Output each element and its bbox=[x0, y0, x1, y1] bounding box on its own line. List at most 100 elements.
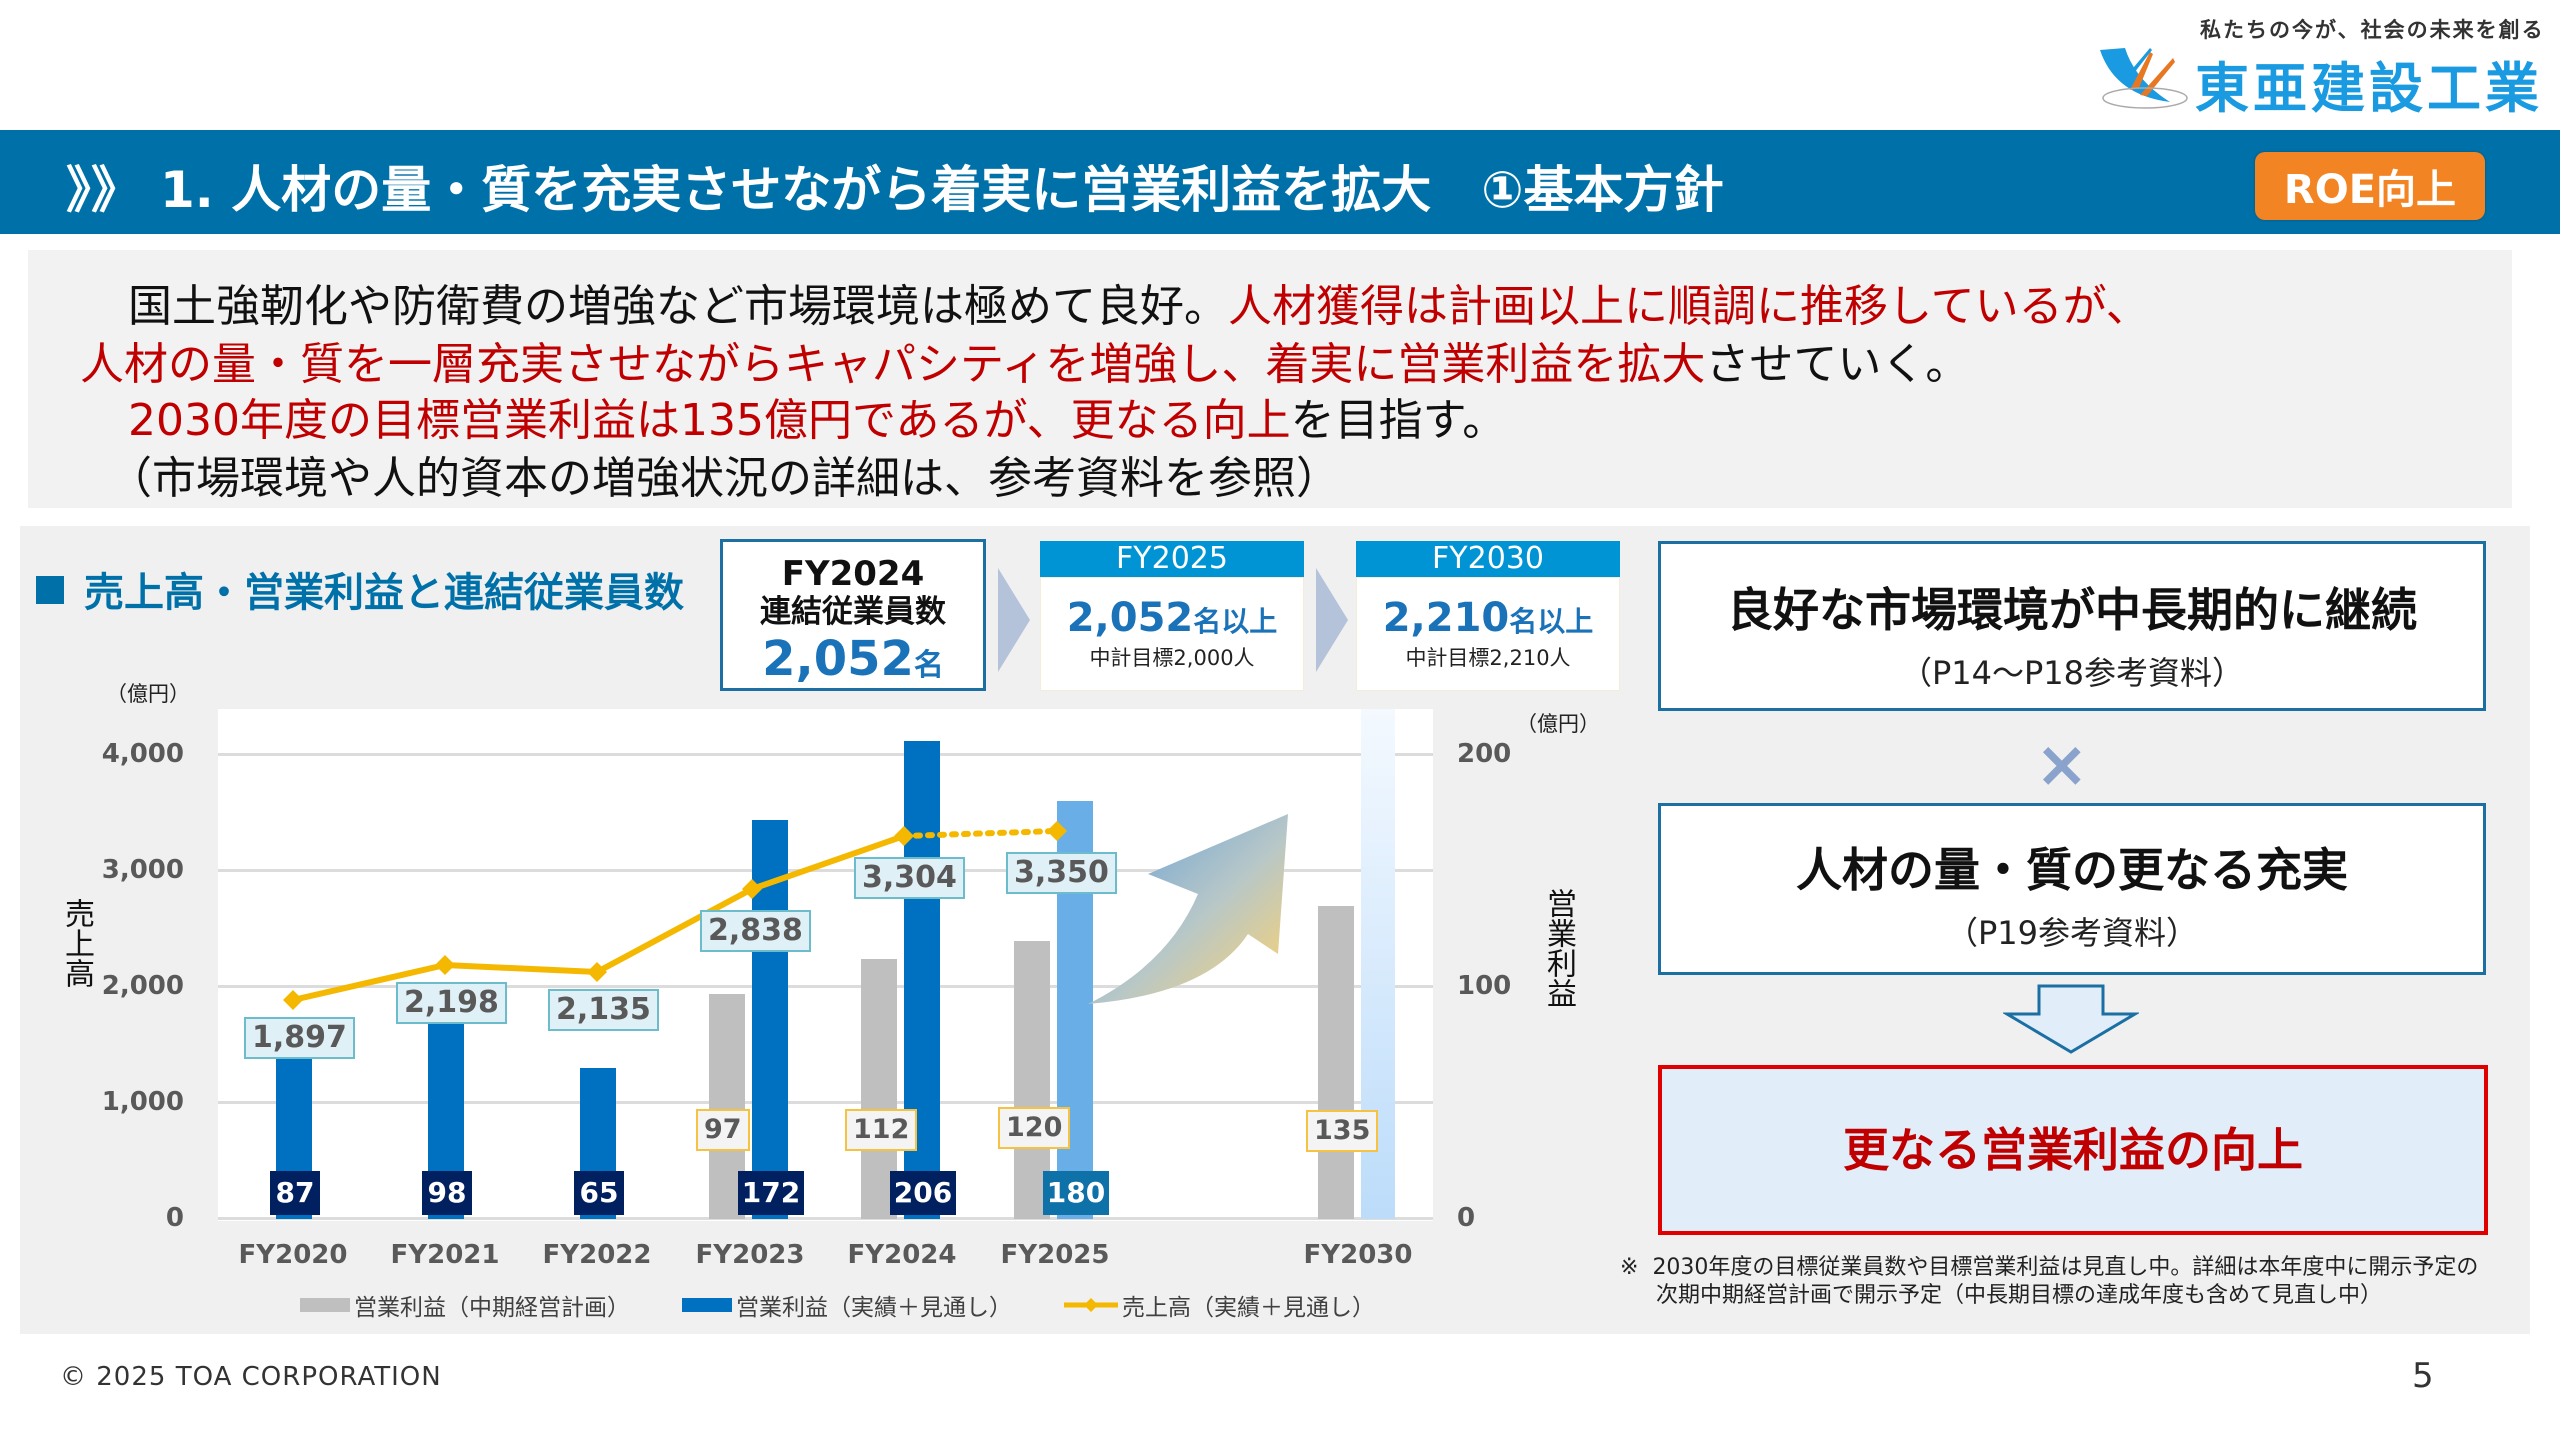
y-tick-right: 0 bbox=[1457, 1203, 1476, 1233]
result-box: 更なる営業利益の向上 bbox=[1658, 1065, 2488, 1235]
footnote-line-1: ※ 2030年度の目標従業員数や目標営業利益は見直し中。詳細は本年度中に開示予定… bbox=[1620, 1254, 2478, 1282]
sales-label-fy2021: 2,198 bbox=[396, 982, 507, 1024]
box-sub: （P19参考資料） bbox=[1945, 914, 2199, 952]
legend-swatch bbox=[300, 1298, 350, 1312]
arrow-right-icon bbox=[998, 568, 1030, 672]
y-tick-right: 100 bbox=[1457, 971, 1512, 1001]
y-tick: 3,000 bbox=[101, 855, 184, 885]
y-tick: 0 bbox=[165, 1203, 184, 1233]
target-year: FY2025 bbox=[1040, 541, 1304, 577]
value: 2,210 bbox=[1382, 595, 1510, 641]
sales-label-fy2022: 2,135 bbox=[548, 989, 659, 1031]
page-title: 1. 人材の量・質を充実させながら着実に営業利益を拡大 ①基本方針 bbox=[160, 161, 1724, 219]
box-sub: （P14～P18参考資料） bbox=[1899, 654, 2245, 692]
title-bar: 》》 1. 人材の量・質を充実させながら着実に営業利益を拡大 ①基本方針 ROE… bbox=[0, 130, 2560, 234]
sales-label-fy2023: 2,838 bbox=[700, 910, 811, 952]
employee-target-fy2025: FY2025 2,052名以上 中計目標2,000人 bbox=[1040, 541, 1304, 691]
x-category: FY2023 bbox=[695, 1240, 805, 1270]
gridline bbox=[218, 985, 1433, 988]
chart-legend: 営業利益（中期経営計画） 営業利益（実績＋見通し） 売上高（実績＋見通し） bbox=[300, 1288, 1427, 1322]
profit-label-fy2021: 98 bbox=[422, 1171, 472, 1215]
employee-target-fy2030: FY2030 2,210名以上 中計目標2,210人 bbox=[1356, 541, 1620, 691]
intro-highlight: 人材の量・質を一層充実させながらキャパシティを増強し、着実に営業利益を拡大 bbox=[80, 339, 1706, 390]
plan-label-fy2025: 120 bbox=[998, 1107, 1071, 1149]
profit-label-fy2025: 180 bbox=[1043, 1171, 1109, 1215]
unit: 名以上 bbox=[1193, 605, 1278, 638]
x-category: FY2025 bbox=[1000, 1240, 1110, 1270]
footnote-line-2: 次期中期経営計画で開示予定（中長期目標の達成年度も含めて見直し中） bbox=[1656, 1283, 2383, 1308]
target-sub: 中計目標2,210人 bbox=[1405, 646, 1571, 670]
intro-text: 国土強靭化や防衛費の増強など市場環境は極めて良好。 bbox=[128, 281, 1228, 332]
footnote: ※ 2030年度の目標従業員数や目標営業利益は見直し中。詳細は本年度中に開示予定… bbox=[1620, 1254, 2478, 1310]
arrow-down-icon bbox=[2003, 984, 2139, 1054]
market-environment-box: 良好な市場環境が中長期的に継続 （P14～P18参考資料） bbox=[1658, 541, 2486, 711]
left-axis-label: 売上高 bbox=[59, 898, 94, 988]
legend-label: 営業利益（中期経営計画） bbox=[354, 1295, 630, 1321]
value: 2,052 bbox=[1066, 595, 1194, 641]
profit-label-fy2023: 172 bbox=[738, 1171, 804, 1215]
gridline bbox=[218, 869, 1433, 872]
current-year: FY2024 bbox=[781, 554, 925, 594]
profit-label-fy2024: 206 bbox=[890, 1171, 956, 1215]
intro-line-4: （市場環境や人的資本の増強状況の詳細は、参考資料を参照） bbox=[108, 453, 1340, 504]
y-tick: 1,000 bbox=[101, 1087, 184, 1117]
y-tick: 4,000 bbox=[101, 739, 184, 769]
target-value: 2,052名以上 bbox=[1041, 578, 1303, 644]
copyright: © 2025 TOA CORPORATION bbox=[60, 1362, 442, 1392]
gridline bbox=[218, 1101, 1433, 1104]
legend-label: 営業利益（実績＋見通し） bbox=[736, 1295, 1012, 1321]
page-number: 5 bbox=[2412, 1356, 2434, 1396]
x-category: FY2021 bbox=[390, 1240, 500, 1270]
profit-label-fy2022: 65 bbox=[574, 1171, 624, 1215]
x-category: FY2020 bbox=[238, 1240, 348, 1270]
intro-text-box: 国土強靭化や防衛費の増強など市場環境は極めて良好。人材獲得は計画以上に順調に推移… bbox=[28, 250, 2512, 508]
employee-count-current: FY2024 連結従業員数 2,052名 bbox=[720, 539, 986, 691]
plan-label-fy2024: 112 bbox=[845, 1109, 918, 1151]
bar-plan-fy2030 bbox=[1318, 906, 1354, 1219]
legend-item-plan: 営業利益（中期経営計画） bbox=[300, 1288, 630, 1322]
intro-line-3: 2030年度の目標営業利益は135億円であるが、更なる向上を目指す。 bbox=[128, 384, 1506, 448]
company-tagline: 私たちの今が、社会の未来を創る bbox=[2200, 18, 2545, 42]
gridline bbox=[218, 753, 1433, 756]
sales-label-fy2024: 3,304 bbox=[854, 857, 965, 899]
human-resources-box: 人材の量・質の更なる充実 （P19参考資料） bbox=[1658, 803, 2486, 975]
current-label: 連結従業員数 bbox=[760, 594, 946, 630]
sales-line bbox=[283, 821, 1067, 1010]
left-axis-unit: （億円） bbox=[106, 682, 190, 706]
target-year: FY2030 bbox=[1356, 541, 1620, 577]
sales-label-fy2020: 1,897 bbox=[244, 1017, 355, 1059]
target-sub: 中計目標2,000人 bbox=[1089, 646, 1255, 670]
chevron-right-icon: 》》 bbox=[66, 161, 141, 219]
legend-line-marker-icon bbox=[1064, 1298, 1118, 1312]
legend-item-sales: 売上高（実績＋見通し） bbox=[1064, 1288, 1375, 1322]
box-title: 良好な市場環境が中長期的に継続 bbox=[1727, 583, 2417, 637]
company-logo-text: 東亜建設工業 bbox=[2195, 57, 2543, 120]
intro-highlight: 2030年度の目標営業利益は135億円であるが、更なる向上 bbox=[128, 395, 1291, 446]
section-title-text: 売上高・営業利益と連結従業員数 bbox=[84, 570, 684, 616]
y-tick-right: 200 bbox=[1457, 739, 1512, 769]
legend-label: 売上高（実績＋見通し） bbox=[1122, 1295, 1375, 1321]
legend-swatch bbox=[682, 1298, 732, 1312]
x-category: FY2030 bbox=[1303, 1240, 1413, 1270]
intro-text: させていく。 bbox=[1705, 339, 1970, 390]
sales-label-fy2025: 3,350 bbox=[1006, 852, 1117, 894]
right-axis-unit: （億円） bbox=[1516, 712, 1600, 736]
plan-label-fy2023: 97 bbox=[696, 1109, 750, 1151]
plan-label-fy2030: 135 bbox=[1306, 1110, 1379, 1152]
unit: 名 bbox=[913, 648, 944, 683]
arrow-right-icon bbox=[1316, 568, 1348, 672]
section-title: 売上高・営業利益と連結従業員数 bbox=[36, 560, 684, 618]
intro-text: を目指す。 bbox=[1290, 395, 1507, 446]
multiply-icon: × bbox=[2035, 728, 2089, 802]
growth-arrow-icon bbox=[1088, 814, 1288, 1004]
company-logo-icon bbox=[2100, 48, 2188, 109]
value: 2,052 bbox=[762, 631, 914, 687]
right-axis-label: 営業利益 bbox=[1541, 888, 1576, 1008]
gridline bbox=[218, 1217, 1433, 1220]
profit-label-fy2020: 87 bbox=[270, 1171, 320, 1215]
target-body: 2,052名以上 中計目標2,000人 bbox=[1040, 577, 1304, 691]
roe-badge: ROE向上 bbox=[2255, 152, 2485, 220]
intro-line-1: 国土強靭化や防衛費の増強など市場環境は極めて良好。人材獲得は計画以上に順調に推移… bbox=[128, 270, 2150, 334]
note-mark: ※ bbox=[1620, 1255, 1639, 1280]
square-bullet-icon bbox=[36, 576, 64, 604]
